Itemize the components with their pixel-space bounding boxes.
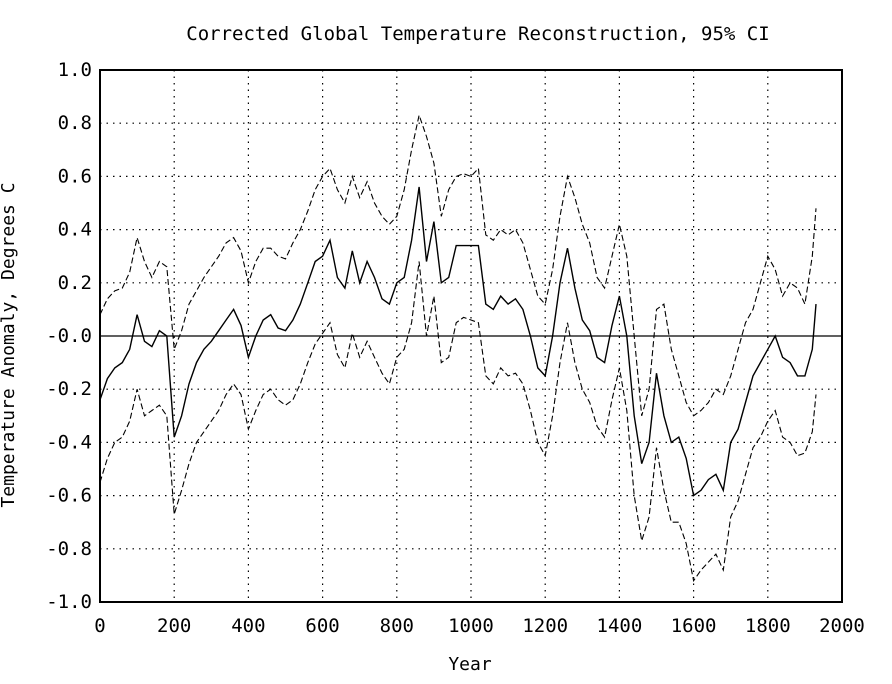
y-tick-label: 0.8 bbox=[58, 112, 92, 134]
series-line-lower-ci bbox=[99, 261, 817, 583]
x-tick-label: 0 bbox=[94, 615, 105, 637]
y-tick-label: 1.0 bbox=[58, 59, 92, 81]
y-tick-label: -0.4 bbox=[46, 431, 92, 453]
y-tick-labels: 1.0 0.8 0.6 0.4 0.2 -0.0 -0.2 -0.4 -0.6 -0.8 -1.0 bbox=[46, 59, 92, 613]
x-tick-label: 1600 bbox=[671, 615, 717, 637]
x-tick-label: 1800 bbox=[745, 615, 791, 637]
x-tick-label: 800 bbox=[380, 615, 414, 637]
x-tick-label: 1000 bbox=[448, 615, 494, 637]
series-line-reconstruction bbox=[99, 186, 817, 497]
y-tick-label: 0.4 bbox=[58, 219, 92, 241]
x-tick-label: 200 bbox=[157, 615, 191, 637]
x-tick-label: 2000 bbox=[819, 615, 865, 637]
plot-frame bbox=[99, 69, 843, 603]
y-tick-label: -0.6 bbox=[46, 485, 92, 507]
x-tick-label: 1200 bbox=[522, 615, 568, 637]
x-tick-labels: 0 200 400 600 800 1000 1200 1400 1600 1800 2000 bbox=[94, 615, 865, 637]
x-tick-label: 600 bbox=[305, 615, 339, 637]
y-tick-label: 0.2 bbox=[58, 272, 92, 294]
grid bbox=[100, 70, 842, 602]
y-tick-label: -1.0 bbox=[46, 591, 92, 613]
x-axis-label: Year bbox=[448, 654, 492, 675]
y-tick-label: 0.6 bbox=[58, 165, 92, 187]
x-tick-label: 1400 bbox=[597, 615, 643, 637]
y-tick-label: -0.8 bbox=[46, 538, 92, 560]
chart-title: Corrected Global Temperature Reconstruct… bbox=[186, 23, 769, 45]
series-group bbox=[99, 113, 817, 583]
y-axis-label: Temperature Anomaly, Degrees C bbox=[0, 182, 19, 507]
y-tick-label: -0.0 bbox=[46, 325, 92, 347]
x-tick-label: 400 bbox=[231, 615, 265, 637]
series-line-upper-ci bbox=[99, 113, 817, 417]
y-tick-label: -0.2 bbox=[46, 378, 92, 400]
